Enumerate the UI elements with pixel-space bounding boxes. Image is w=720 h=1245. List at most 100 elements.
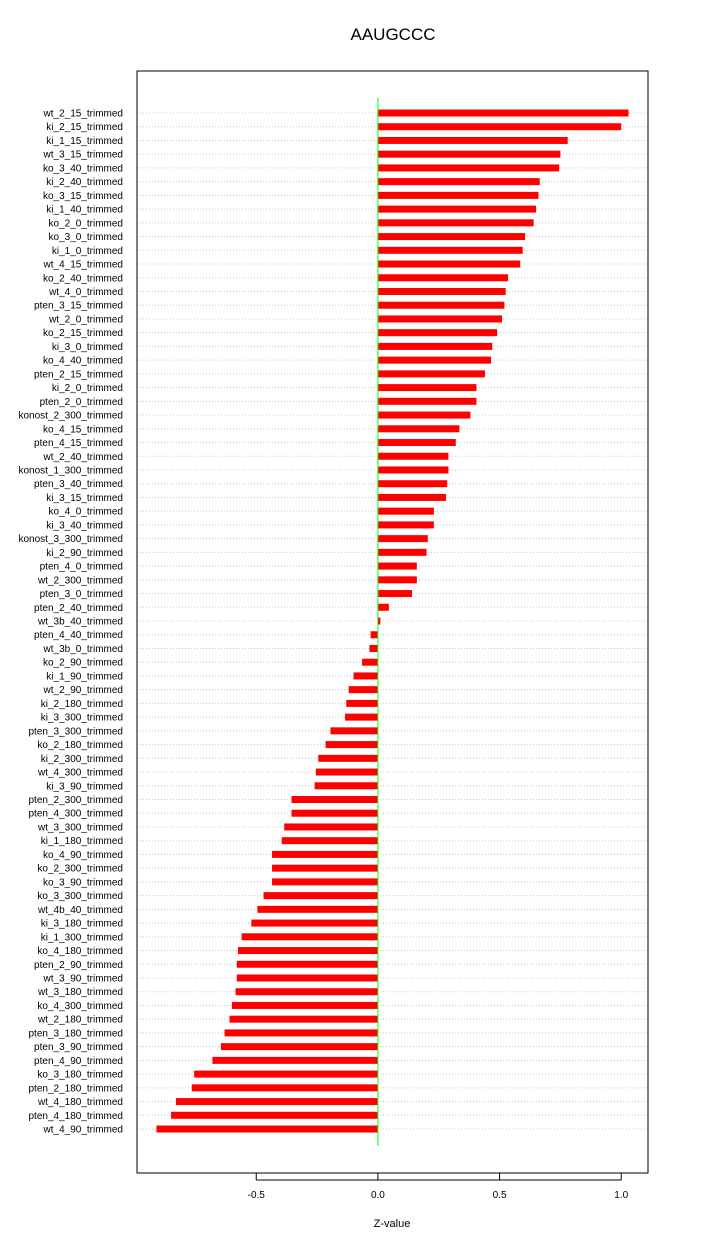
category-label: ki_3_180_trimmed bbox=[41, 919, 123, 930]
bar-pten_2_40_trimmed bbox=[377, 603, 389, 611]
x-tick-label: -0.5 bbox=[248, 1190, 266, 1201]
x-axis: -0.5 0.0 0.5 1.0 bbox=[248, 1173, 629, 1201]
bar-ki_2_0_trimmed bbox=[377, 384, 477, 392]
bar-ko_3_180_trimmed bbox=[194, 1070, 378, 1078]
bar-pten_2_0_trimmed bbox=[377, 397, 477, 405]
bar-wt_3_180_trimmed bbox=[235, 988, 378, 996]
category-label: ki_1_90_trimmed bbox=[46, 671, 123, 682]
category-label: wt_2_15_trimmed bbox=[43, 109, 123, 120]
bar-ki_1_300_trimmed bbox=[241, 933, 378, 941]
category-label: wt_3b_40_trimmed bbox=[37, 617, 123, 628]
bar-wt_3b_40_trimmed bbox=[377, 617, 381, 625]
category-label: pten_4_180_trimmed bbox=[28, 1111, 123, 1122]
category-label: ko_2_0_trimmed bbox=[49, 218, 123, 229]
category-label: ko_4_0_trimmed bbox=[49, 507, 123, 518]
category-label: pten_3_40_trimmed bbox=[34, 479, 123, 490]
category-label: ki_2_40_trimmed bbox=[46, 177, 123, 188]
category-label: ki_3_40_trimmed bbox=[46, 520, 123, 531]
category-label: pten_4_0_trimmed bbox=[40, 562, 123, 573]
bar-pten_3_15_trimmed bbox=[377, 301, 505, 309]
category-label: pten_2_90_trimmed bbox=[34, 960, 123, 971]
category-label: ki_1_40_trimmed bbox=[46, 205, 123, 216]
category-label: pten_2_40_trimmed bbox=[34, 603, 123, 614]
bar-pten_2_15_trimmed bbox=[377, 370, 485, 378]
category-label: ki_2_0_trimmed bbox=[52, 383, 123, 394]
category-label: wt_4b_40_trimmed bbox=[37, 905, 123, 916]
bar-wt_2_300_trimmed bbox=[377, 576, 417, 584]
bar-pten_2_300_trimmed bbox=[291, 796, 378, 803]
category-label: konost_1_300_trimmed bbox=[18, 465, 123, 476]
category-label: wt_4_90_trimmed bbox=[43, 1125, 123, 1136]
bar-ki_2_180_trimmed bbox=[346, 699, 378, 707]
bar-wt_2_90_trimmed bbox=[348, 686, 378, 694]
bar-wt_4_180_trimmed bbox=[175, 1098, 378, 1106]
category-label: wt_3_180_trimmed bbox=[37, 987, 123, 998]
category-label: ki_1_300_trimmed bbox=[41, 932, 123, 943]
chart-title: AAUGCCC bbox=[350, 25, 435, 44]
category-label: pten_2_15_trimmed bbox=[34, 369, 123, 380]
x-tick-label: 1.0 bbox=[614, 1190, 628, 1201]
category-label: ko_3_0_trimmed bbox=[49, 232, 123, 243]
bar-wt_2_0_trimmed bbox=[377, 315, 502, 323]
category-label: ko_4_15_trimmed bbox=[43, 424, 123, 435]
category-label: pten_2_0_trimmed bbox=[40, 397, 123, 408]
category-label: ki_2_15_trimmed bbox=[46, 122, 123, 133]
bar-ki_3_180_trimmed bbox=[251, 919, 378, 927]
category-label: ki_3_90_trimmed bbox=[46, 781, 123, 792]
bar-wt_4_90_trimmed bbox=[156, 1125, 378, 1133]
category-label: ki_1_180_trimmed bbox=[41, 836, 123, 847]
category-label: wt_2_0_trimmed bbox=[48, 314, 123, 325]
bar-ki_2_15_trimmed bbox=[377, 123, 622, 131]
category-label: pten_2_300_trimmed bbox=[28, 795, 123, 806]
x-tick-label: 0.5 bbox=[493, 1190, 507, 1201]
category-label: ki_1_15_trimmed bbox=[46, 136, 123, 147]
category-label: wt_2_180_trimmed bbox=[37, 1015, 123, 1026]
bar-ko_4_15_trimmed bbox=[377, 425, 460, 433]
bar-ki_3_90_trimmed bbox=[314, 782, 378, 790]
bar-wt_4_0_trimmed bbox=[377, 287, 506, 295]
category-label: pten_4_300_trimmed bbox=[28, 809, 123, 820]
bar-ko_2_180_trimmed bbox=[325, 741, 378, 749]
bar-pten_3_40_trimmed bbox=[377, 480, 448, 488]
category-label: wt_4_15_trimmed bbox=[43, 260, 123, 271]
bar-pten_4_300_trimmed bbox=[291, 809, 378, 817]
category-label: pten_4_40_trimmed bbox=[34, 630, 123, 641]
category-label: ko_2_40_trimmed bbox=[43, 273, 123, 284]
bar-ko_3_90_trimmed bbox=[272, 878, 378, 886]
category-label: wt_2_300_trimmed bbox=[37, 575, 123, 586]
bar-pten_4_180_trimmed bbox=[171, 1111, 378, 1119]
bar-pten_3_0_trimmed bbox=[377, 590, 412, 598]
bar-ko_3_300_trimmed bbox=[263, 892, 378, 900]
category-label: ko_4_300_trimmed bbox=[37, 1001, 123, 1012]
bar-ko_4_90_trimmed bbox=[272, 850, 378, 858]
category-label: ko_3_40_trimmed bbox=[43, 163, 123, 174]
plot-frame bbox=[136, 70, 649, 1174]
bar-wt_2_40_trimmed bbox=[377, 452, 449, 460]
category-label: wt_3_300_trimmed bbox=[37, 822, 123, 833]
bar-ki_2_300_trimmed bbox=[318, 754, 378, 762]
bar-ko_2_15_trimmed bbox=[377, 329, 498, 337]
bars bbox=[156, 109, 629, 1133]
category-label: pten_3_15_trimmed bbox=[34, 301, 123, 312]
bar-wt_2_180_trimmed bbox=[229, 1015, 378, 1023]
bar-wt_2_15_trimmed bbox=[377, 109, 629, 117]
category-label: pten_4_15_trimmed bbox=[34, 438, 123, 449]
category-label: pten_3_90_trimmed bbox=[34, 1042, 123, 1053]
bar-wt_4_300_trimmed bbox=[315, 768, 378, 776]
bar-ko_4_0_trimmed bbox=[377, 507, 434, 515]
bar-ko_4_300_trimmed bbox=[231, 1001, 378, 1009]
bar-ki_1_15_trimmed bbox=[377, 136, 568, 144]
bar-ki_1_90_trimmed bbox=[353, 672, 378, 680]
bar-ki_2_40_trimmed bbox=[377, 178, 540, 186]
category-label: ko_3_90_trimmed bbox=[43, 877, 123, 888]
bar-konost_2_300_trimmed bbox=[377, 411, 471, 419]
bar-ki_2_90_trimmed bbox=[377, 548, 427, 556]
bar-pten_4_40_trimmed bbox=[370, 631, 378, 639]
category-label: ko_4_90_trimmed bbox=[43, 850, 123, 861]
category-label: pten_2_180_trimmed bbox=[28, 1083, 123, 1094]
x-axis-title: Z-value bbox=[374, 1218, 411, 1230]
bar-wt_3_15_trimmed bbox=[377, 150, 561, 158]
bar-ko_2_0_trimmed bbox=[377, 219, 534, 227]
bar-konost_3_300_trimmed bbox=[377, 535, 428, 543]
bar-ko_2_40_trimmed bbox=[377, 274, 509, 282]
